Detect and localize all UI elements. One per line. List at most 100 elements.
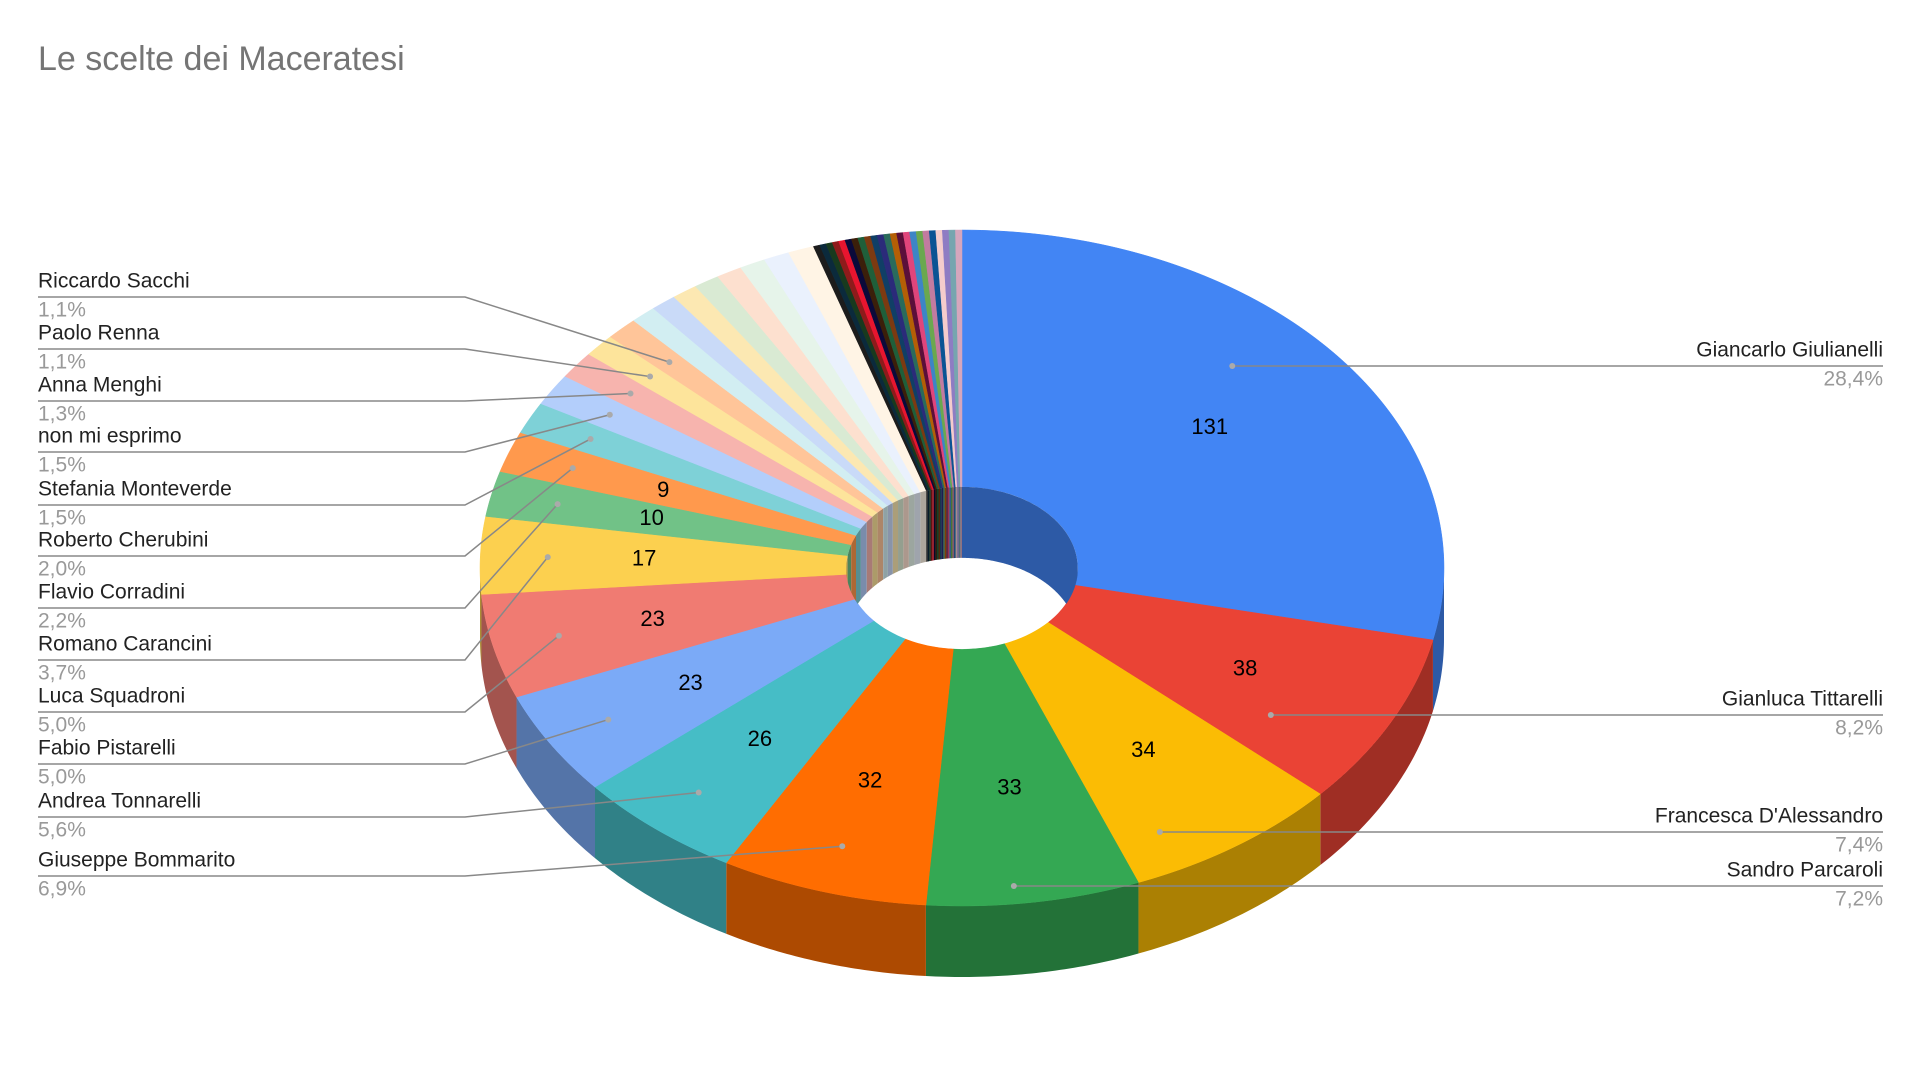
leader-line (38, 635, 560, 713)
leader-dot (605, 716, 612, 723)
slice-percent: 5,0% (38, 714, 86, 737)
value-label: 10 (639, 505, 663, 530)
slice-name: Roberto Cherubini (38, 529, 208, 552)
slice-inner-side (936, 488, 939, 560)
slice-inner-side (955, 486, 958, 558)
leader-line (38, 348, 651, 378)
leader-dot (606, 411, 613, 418)
slice-inner-side (943, 487, 945, 559)
slice-percent: 1,1% (38, 351, 86, 374)
slice-side (925, 882, 1139, 977)
slice-name: Romano Carancini (38, 633, 212, 656)
slice-percent: 1,5% (38, 507, 86, 530)
leader-line (38, 392, 631, 402)
slice-name: Gianluca Tittarelli (1722, 688, 1883, 711)
slice-side (726, 862, 926, 977)
slice-side (1320, 640, 1433, 866)
slice-inner-side (898, 498, 904, 572)
leader-dot (555, 632, 562, 639)
leader-line (38, 845, 843, 877)
slice-percent: 7,2% (1835, 888, 1883, 911)
slice-name: Fabio Pistarelli (38, 737, 176, 760)
slice-inner-side (877, 508, 884, 584)
slice-name: Anna Menghi (38, 374, 162, 397)
value-label: 32 (858, 767, 882, 792)
slice-name: Paolo Renna (38, 322, 160, 345)
slice-inner-side (941, 487, 944, 560)
slice-inner-side (958, 486, 961, 558)
value-label: 17 (632, 545, 656, 570)
slice-percent: 2,2% (38, 610, 86, 633)
slice-inner-side (933, 489, 936, 561)
leader-dot (647, 373, 654, 380)
leader-line (38, 296, 670, 363)
leader-dot (666, 359, 673, 366)
slice-inner-side (860, 521, 867, 600)
slice-name: Stefania Monteverde (38, 478, 232, 501)
leader-dot (1267, 712, 1274, 718)
value-label: 23 (678, 670, 702, 695)
leader-dot (544, 554, 551, 561)
slice-inner-side (949, 487, 951, 559)
leader-line (38, 718, 609, 765)
slice-percent: 1,5% (38, 454, 86, 477)
slice-inner-side (856, 528, 861, 607)
slice-inner-side (892, 500, 899, 574)
slice-side (1138, 794, 1321, 954)
leader-line (38, 503, 559, 609)
slice-inner-side (935, 488, 937, 561)
slice-inner-side (927, 490, 930, 562)
slice-inner-side (957, 486, 959, 558)
slice-percent: 3,7% (38, 662, 86, 685)
slice-inner-side (883, 505, 888, 580)
slice-name: Giuseppe Bommarito (38, 849, 235, 872)
slice-inner-side (908, 494, 915, 567)
slice-percent: 1,3% (38, 403, 86, 426)
slice-inner-side (866, 516, 873, 593)
slice-side (516, 697, 595, 859)
slice-inner-side (929, 489, 931, 562)
leader-line (38, 556, 549, 661)
slice-name: Francesca D'Alessandro (1655, 805, 1883, 828)
slice-name: Riccardo Sacchi (38, 270, 190, 293)
slice-inner-side (940, 488, 942, 560)
slice-percent: 5,0% (38, 766, 86, 789)
leader-line (38, 438, 591, 506)
slice-inner-side (947, 487, 950, 559)
value-label: 9 (657, 477, 669, 502)
slice-inner-side (952, 487, 955, 559)
slice-percent: 7,4% (1835, 834, 1883, 857)
value-label: 131 (1191, 414, 1228, 439)
value-label: 23 (640, 606, 664, 631)
slice-inner-side (887, 502, 893, 577)
slice-percent: 6,9% (38, 878, 86, 901)
slice-inner-side (914, 492, 921, 566)
leader-dot (569, 465, 576, 472)
slice-name: Sandro Parcaroli (1727, 859, 1883, 882)
value-label: 33 (997, 774, 1021, 799)
leader-line (38, 467, 574, 557)
slice-side (1432, 568, 1444, 711)
slice-name: non mi esprimo (38, 425, 182, 448)
leader-dot (554, 501, 561, 508)
slice-inner-side (920, 490, 927, 564)
slice-inner-side (960, 486, 962, 558)
leader-dot (695, 789, 702, 796)
slice-inner-side (930, 489, 933, 561)
hole-wall (846, 486, 1078, 639)
slice-percent: 8,2% (1835, 717, 1883, 740)
slice-percent: 1,1% (38, 299, 86, 322)
leader-dot (587, 435, 594, 442)
slice-name: Giancarlo Giulianelli (1696, 339, 1883, 362)
leader-dot (1156, 829, 1163, 835)
value-label: 38 (1233, 656, 1257, 681)
leader-line (38, 791, 699, 818)
slice-percent: 28,4% (1823, 368, 1883, 391)
slice-name: Andrea Tonnarelli (38, 790, 201, 813)
leader-dot (839, 843, 846, 850)
value-label: 34 (1131, 737, 1155, 762)
chart-title: Le scelte dei Maceratesi (38, 40, 405, 78)
value-label: 26 (748, 726, 772, 751)
leader-dot (1229, 363, 1236, 369)
